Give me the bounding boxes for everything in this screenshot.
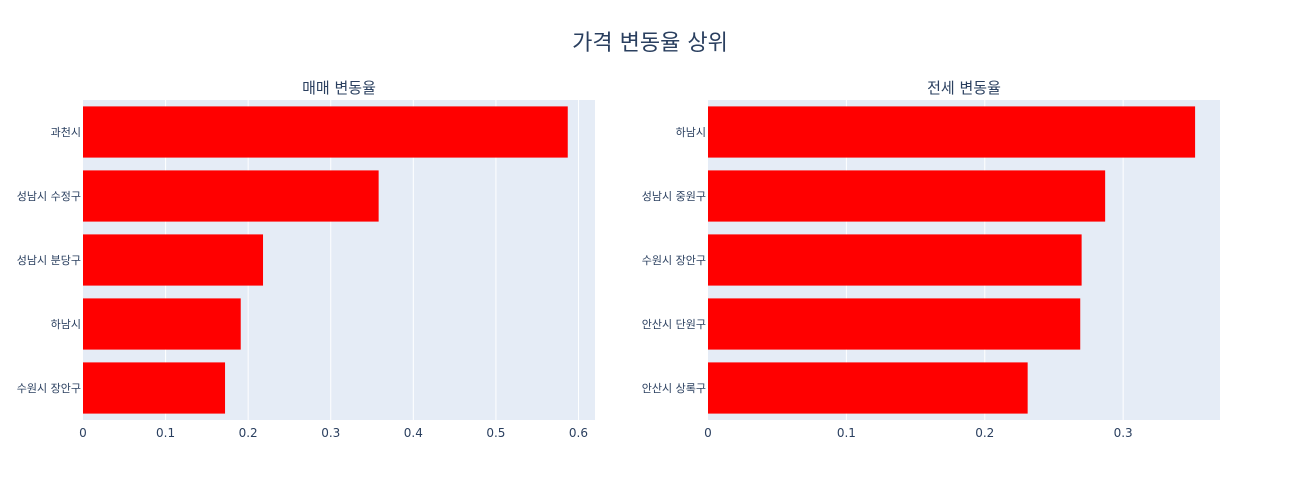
x-tick-label-sale: 0.2 <box>239 426 258 440</box>
category-label-jeonse-3: 안산시 단원구 <box>642 318 706 331</box>
x-tick-label-sale: 0.6 <box>569 426 588 440</box>
bar-jeonse-4[interactable] <box>708 362 1028 414</box>
x-tick-label-sale: 0.3 <box>321 426 340 440</box>
category-label-jeonse-0: 하남시 <box>676 125 706 139</box>
bar-sale-3[interactable] <box>83 298 241 350</box>
category-label-sale-1: 성남시 수정구 <box>17 190 81 203</box>
bar-sale-0[interactable] <box>83 106 568 158</box>
x-tick-label-sale: 0.1 <box>156 426 175 440</box>
bar-jeonse-0[interactable] <box>708 106 1196 158</box>
x-tick-label-jeonse: 0 <box>704 426 712 440</box>
x-tick-label-jeonse: 0.2 <box>975 426 994 440</box>
category-label-sale-0: 과천시 <box>51 125 81 139</box>
category-label-jeonse-4: 안산시 상록구 <box>642 382 706 395</box>
category-label-sale-2: 성남시 분당구 <box>17 254 81 267</box>
bar-sale-2[interactable] <box>83 234 264 286</box>
x-tick-label-jeonse: 0.1 <box>837 426 856 440</box>
category-label-sale-4: 수원시 장안구 <box>17 382 81 395</box>
category-label-jeonse-1: 성남시 중원구 <box>642 190 706 203</box>
subplot-title-jeonse: 전세 변동율 <box>927 79 1001 97</box>
bar-sale-1[interactable] <box>83 170 379 222</box>
x-tick-label-sale: 0 <box>79 426 87 440</box>
bar-jeonse-3[interactable] <box>708 298 1081 350</box>
bar-jeonse-1[interactable] <box>708 170 1106 222</box>
x-tick-label-jeonse: 0.3 <box>1114 426 1133 440</box>
x-tick-label-sale: 0.4 <box>404 426 423 440</box>
chart-title: 가격 변동율 상위 <box>572 31 728 56</box>
category-label-sale-3: 하남시 <box>51 317 81 331</box>
x-tick-label-sale: 0.5 <box>486 426 505 440</box>
bar-jeonse-2[interactable] <box>708 234 1082 286</box>
subplot-title-sale: 매매 변동율 <box>302 79 376 97</box>
bar-sale-4[interactable] <box>83 362 226 414</box>
category-label-jeonse-2: 수원시 장안구 <box>642 254 706 267</box>
